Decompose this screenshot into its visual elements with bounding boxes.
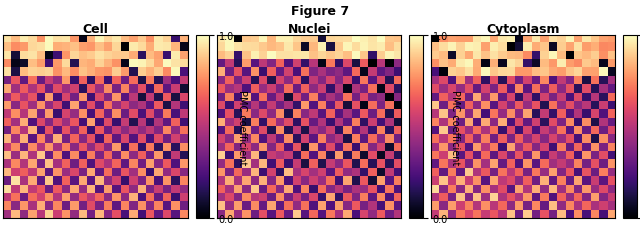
Title: Cytoplasm: Cytoplasm — [486, 23, 560, 36]
Text: Figure 7: Figure 7 — [291, 4, 349, 18]
Title: Nuclei: Nuclei — [287, 23, 331, 36]
Title: Cell: Cell — [83, 23, 108, 36]
Y-axis label: PMC coefficient: PMC coefficient — [451, 90, 460, 165]
Y-axis label: PMC coefficient: PMC coefficient — [237, 90, 246, 165]
